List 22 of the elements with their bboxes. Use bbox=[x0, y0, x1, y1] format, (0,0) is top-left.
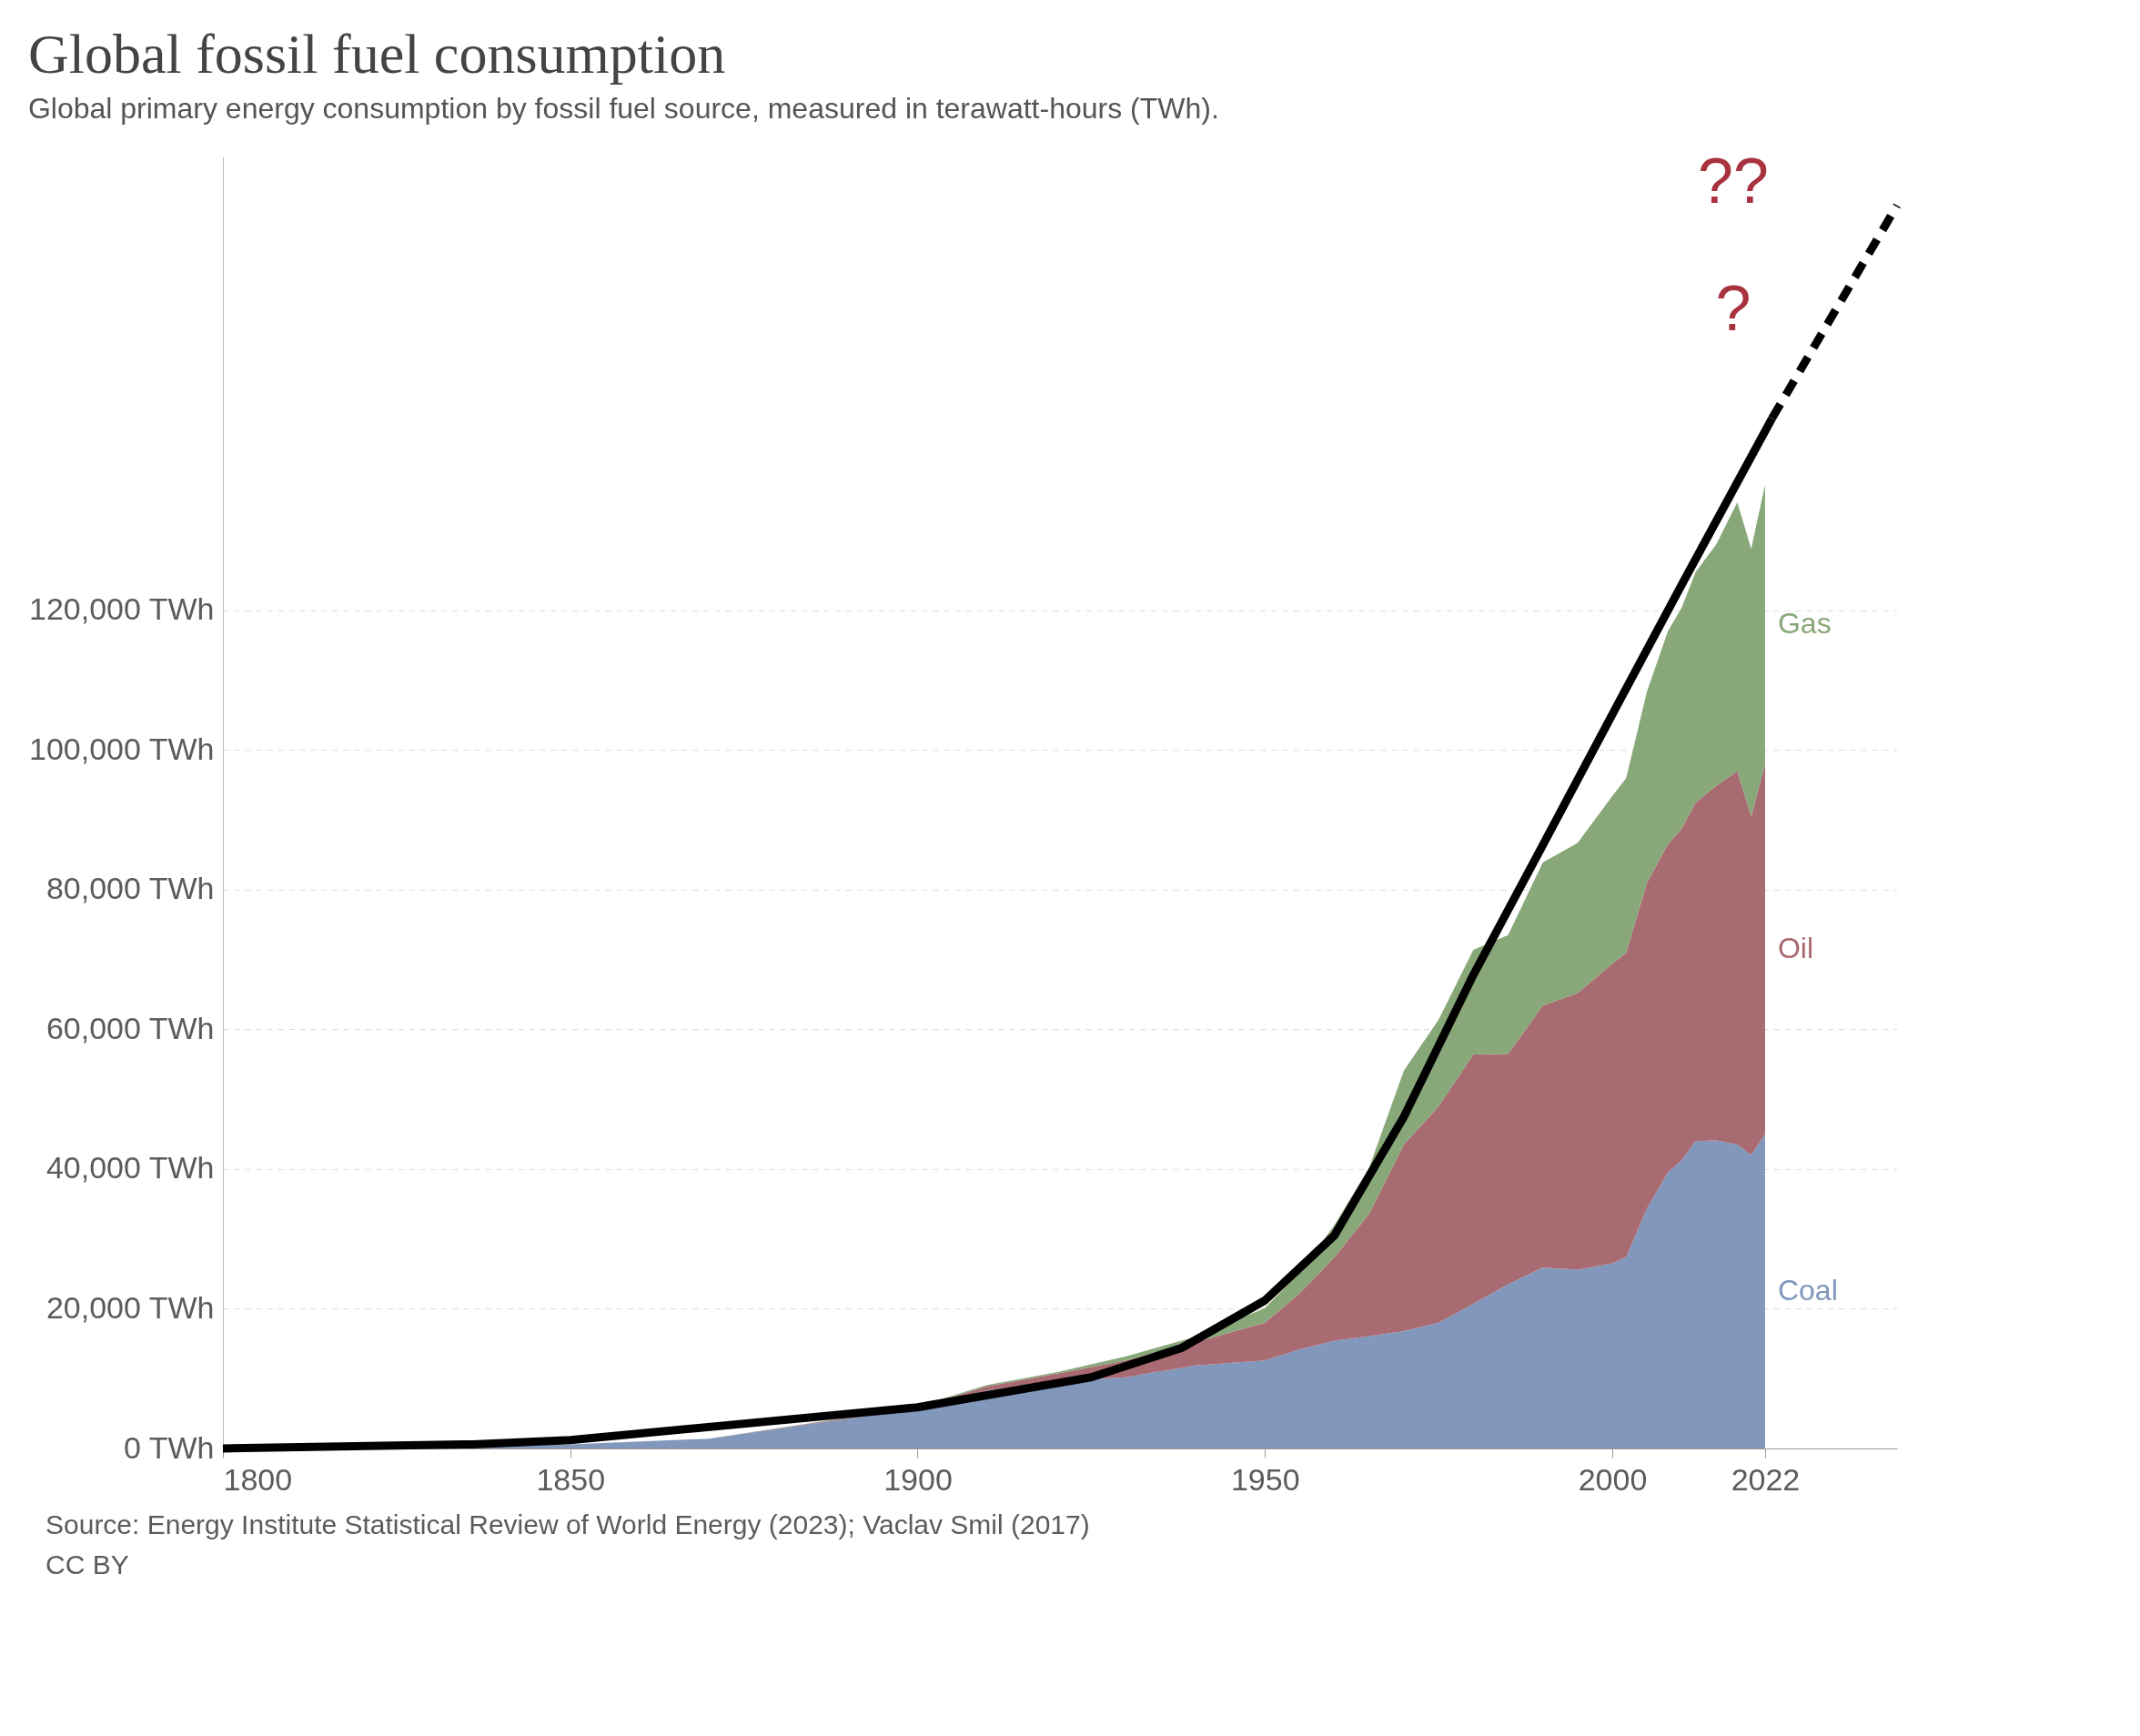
x-tick-label: 2000 bbox=[1578, 1461, 1648, 1497]
y-tick-label: 20,000 TWh bbox=[45, 1289, 215, 1325]
chart-subtitle: Global primary energy consumption by fossil fuel source, measured in terawatt-hours (TWh). bbox=[27, 92, 1219, 125]
x-tick-label: 2022 bbox=[1731, 1461, 1801, 1497]
series-label: Gas bbox=[1777, 607, 1832, 641]
y-tick-label: 40,000 TWh bbox=[45, 1150, 215, 1186]
source-note: Source: Energy Institute Statistical Review of World Energy (2023); Vaclav Smil (2017) bbox=[45, 1509, 1091, 1541]
y-tick-label: 80,000 TWh bbox=[45, 871, 215, 906]
x-tick-label: 1950 bbox=[1230, 1461, 1300, 1497]
text: CC BY bbox=[45, 1549, 130, 1581]
annotation: ? bbox=[1715, 273, 1751, 344]
y-tick-label: 0 TWh bbox=[123, 1429, 215, 1465]
series-label: Coal bbox=[1777, 1274, 1838, 1307]
chart-title: Global fossil fuel consumption bbox=[27, 23, 726, 85]
x-tick-label: 1800 bbox=[223, 1461, 293, 1497]
y-tick-label: 60,000 TWh bbox=[45, 1010, 215, 1045]
y-tick-label: 120,000 TWh bbox=[28, 591, 215, 627]
series-label: Oil bbox=[1777, 932, 1814, 965]
x-tick-label: 1850 bbox=[536, 1461, 606, 1497]
annotation: ?? bbox=[1698, 146, 1769, 217]
x-tick-label: 1900 bbox=[883, 1461, 953, 1497]
y-tick-label: 100,000 TWh bbox=[28, 731, 215, 766]
